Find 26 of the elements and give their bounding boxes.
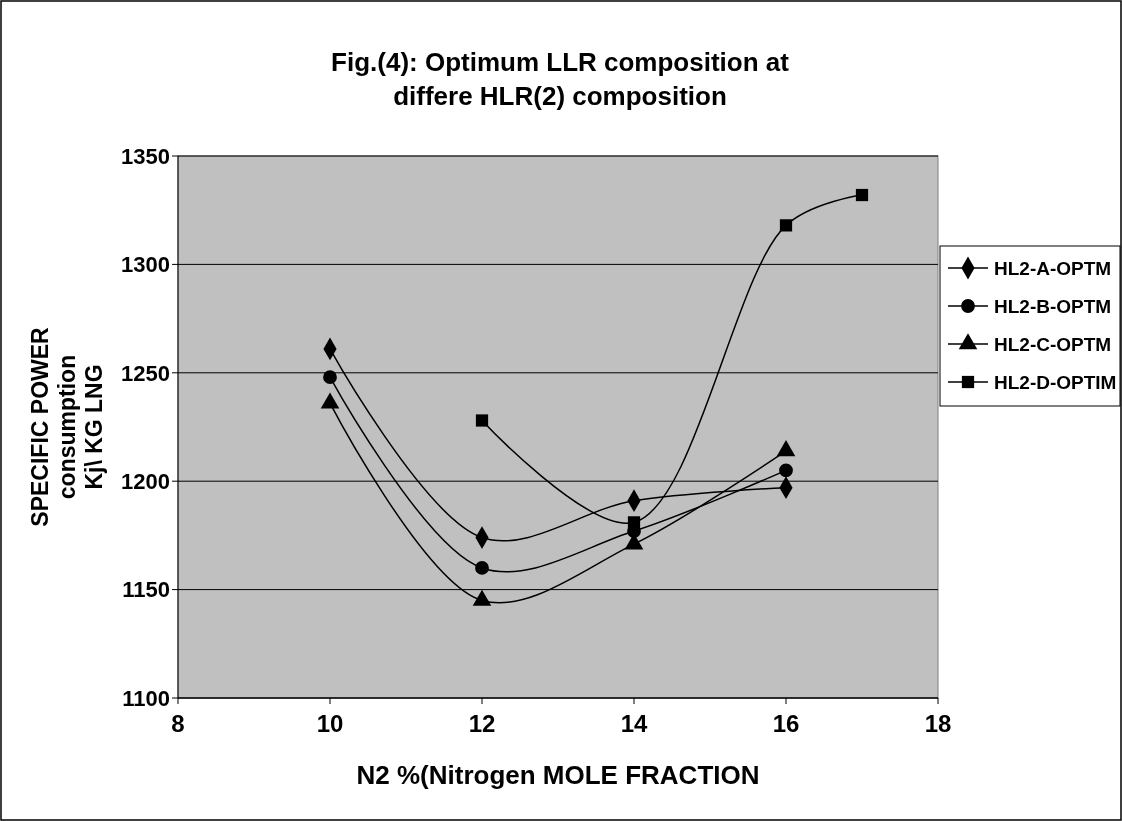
y-tick-label: 1350 (121, 143, 170, 169)
legend-label: HL2-A-OPTM (994, 257, 1112, 279)
point (779, 219, 793, 232)
y-tick-label: 1200 (121, 468, 170, 494)
x-axis-title: N2 %(Nitrogen MOLE FRACTION (356, 760, 760, 790)
legend-label: HL2-B-OPTM (994, 295, 1112, 317)
x-tick-label: 10 (316, 710, 344, 737)
chart-title: Fig.(4): Optimum LLR composition at differe HLR(2) composition (331, 47, 790, 111)
y-axis-title: SPECIFIC POWER consumption Kj\ KG LNG (27, 326, 107, 527)
x-tick-label: 12 (468, 710, 496, 737)
point (627, 516, 641, 529)
x-tick-label: 18 (924, 710, 952, 737)
point (475, 561, 489, 575)
point (855, 188, 869, 202)
y-tick-label: 1300 (121, 252, 170, 278)
point (779, 463, 793, 478)
point (323, 370, 337, 385)
x-tick-label: 8 (171, 710, 185, 737)
legend-label: HL2-D-OPTIM (994, 371, 1117, 393)
x-tick-label: 14 (620, 710, 648, 737)
legend-label: HL2-C-OPTM (994, 333, 1112, 355)
x-tick-label: 16 (772, 710, 800, 737)
y-tick-label: 1250 (121, 360, 170, 386)
y-tick-label: 1150 (122, 577, 170, 603)
y-tick-label: 1100 (122, 685, 170, 711)
point (475, 414, 489, 427)
